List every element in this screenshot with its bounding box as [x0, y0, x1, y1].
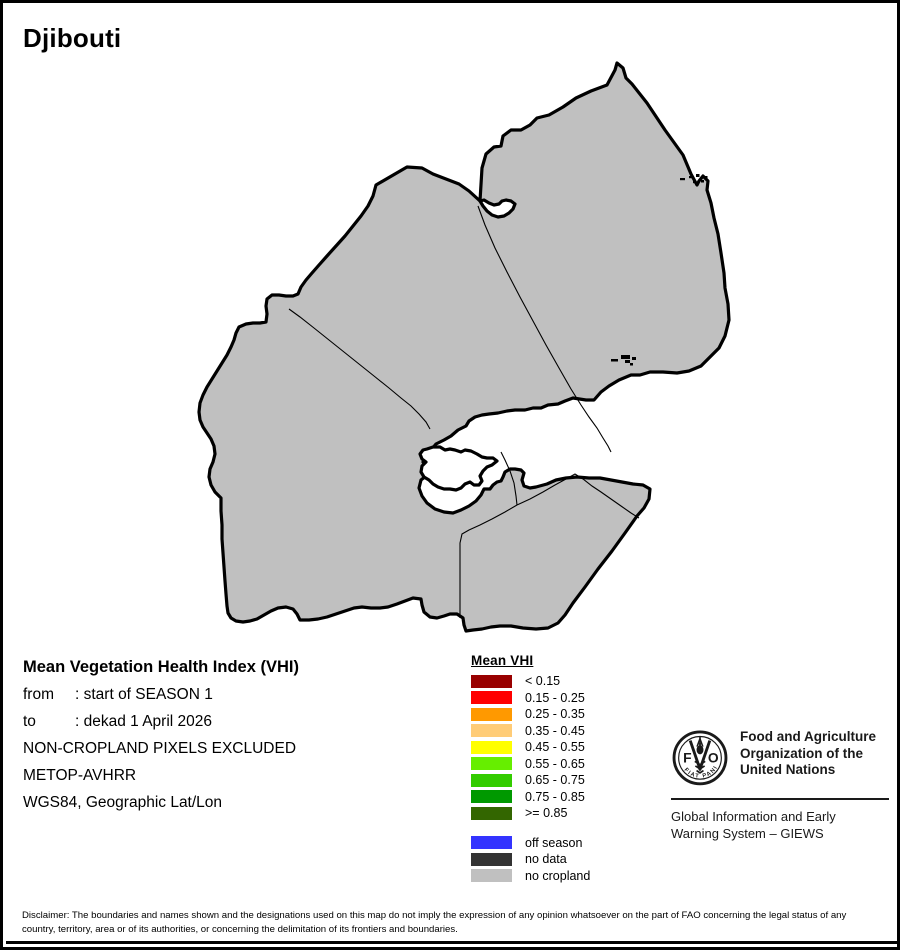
admin-boundaries [288, 205, 640, 618]
map-info-block: Mean Vegetation Health Index (VHI) from … [23, 658, 443, 821]
fao-giews-block: F A O FIAT PANIS Food and Agriculture Or… [671, 729, 889, 842]
legend-label: no data [525, 852, 567, 867]
legend-label: >= 0.85 [525, 806, 568, 821]
legend-swatch [471, 674, 512, 688]
info-from-label: from [23, 686, 54, 703]
legend-row: 0.25 - 0.35 [471, 706, 590, 723]
page-title: Djibouti [23, 23, 122, 53]
legend-swatch [471, 773, 512, 787]
admin-boundary-1 [477, 205, 612, 453]
fao-organization-name: Food and Agriculture Organization of the… [740, 729, 876, 779]
fao-header: F A O FIAT PANIS Food and Agriculture Or… [671, 729, 889, 789]
info-to-label: to [23, 713, 36, 730]
country-landmass [197, 61, 731, 633]
legend-row: 0.55 - 0.65 [471, 756, 590, 773]
legend-swatch [471, 806, 512, 820]
svg-text:A: A [696, 737, 704, 749]
legend-swatch [471, 852, 512, 866]
giews-system-name: Global Information and Early Warning Sys… [671, 808, 889, 842]
info-line-projection: WGS84, Geographic Lat/Lon [23, 794, 223, 811]
legend-swatch [471, 724, 512, 738]
legend-row: 0.45 - 0.55 [471, 739, 590, 756]
legend-row: 0.65 - 0.75 [471, 772, 590, 789]
legend-label: 0.25 - 0.35 [525, 707, 585, 722]
offshore-islands-northeast [680, 174, 708, 184]
legend-swatch [471, 790, 512, 804]
legend-swatch [471, 869, 512, 883]
giews-line-2: Warning System – GIEWS [671, 826, 824, 841]
legend-label: 0.65 - 0.75 [525, 773, 585, 788]
admin-boundary-5 [516, 473, 640, 519]
legend-row-no-cropland: no cropland [471, 868, 590, 885]
info-to-value: : dekad 1 April 2026 [75, 713, 213, 730]
fao-divider [671, 798, 889, 800]
info-heading: Mean Vegetation Health Index (VHI) [23, 658, 299, 676]
legend-title: Mean VHI [471, 653, 534, 668]
admin-boundary-4 [459, 504, 518, 618]
legend-row: 0.35 - 0.45 [471, 723, 590, 740]
admin-boundary-2 [288, 308, 431, 430]
legend-swatch [471, 691, 512, 705]
legend-row: 0.15 - 0.25 [471, 690, 590, 707]
info-line-sensor: METOP-AVHRR [23, 767, 137, 784]
legend-label: 0.55 - 0.65 [525, 756, 585, 771]
legend-label: 0.15 - 0.25 [525, 690, 585, 705]
legend-label: 0.45 - 0.55 [525, 740, 585, 755]
legend-row-off-season: off season [471, 835, 590, 852]
northern-coast-notch [478, 198, 517, 219]
fao-org-line-2: Organization of the [740, 745, 863, 761]
legend-label: no cropland [525, 868, 591, 883]
svg-text:F: F [683, 749, 691, 765]
offshore-islands-moucha [611, 355, 636, 366]
legend-label: off season [525, 835, 583, 850]
legend-row: 0.75 - 0.85 [471, 789, 590, 806]
bottom-divider [6, 941, 897, 944]
legend-row: >= 0.85 [471, 805, 590, 822]
legend-swatch [471, 740, 512, 754]
info-line-cropland: NON-CROPLAND PIXELS EXCLUDED [23, 740, 297, 757]
legend-spacer [471, 822, 590, 835]
fao-emblem-icon: F A O FIAT PANIS [671, 729, 728, 786]
admin-boundary-3 [500, 451, 518, 506]
info-row-to: to : dekad 1 April 2026 [23, 713, 443, 731]
fao-org-line-3: United Nations [740, 762, 836, 777]
legend-swatch [471, 707, 512, 721]
legend-label: 0.35 - 0.45 [525, 723, 585, 738]
legend-label: < 0.15 [525, 674, 561, 689]
giews-line-1: Global Information and Early [671, 809, 836, 824]
info-row-from: from : start of SEASON 1 [23, 686, 443, 704]
svg-text:O: O [708, 749, 719, 765]
info-from-value: : start of SEASON 1 [75, 686, 213, 703]
legend-label: 0.75 - 0.85 [525, 789, 585, 804]
gulf-of-tadjoura [418, 445, 499, 492]
fao-org-line-1: Food and Agriculture [740, 729, 876, 744]
legend-swatch [471, 836, 512, 850]
legend-row: < 0.15 [471, 673, 590, 690]
legend-row-no-data: no data [471, 851, 590, 868]
legend-swatch [471, 757, 512, 771]
disclaimer-text: Disclaimer: The boundaries and names sho… [22, 910, 847, 935]
map-canvas[interactable] [3, 48, 897, 648]
legend: Mean VHI < 0.15 0.15 - 0.25 0.25 - 0.35 … [471, 653, 590, 884]
